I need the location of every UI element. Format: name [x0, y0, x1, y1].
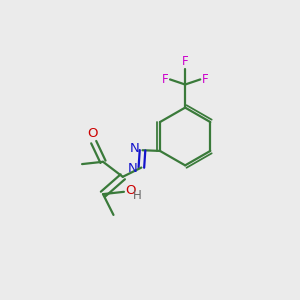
Text: O: O — [87, 127, 98, 140]
Text: N: N — [129, 142, 139, 155]
Text: F: F — [162, 73, 169, 86]
Text: O: O — [125, 184, 135, 197]
Text: F: F — [201, 73, 208, 86]
Text: H: H — [133, 189, 142, 202]
Text: N: N — [128, 162, 138, 175]
Text: F: F — [182, 55, 188, 68]
